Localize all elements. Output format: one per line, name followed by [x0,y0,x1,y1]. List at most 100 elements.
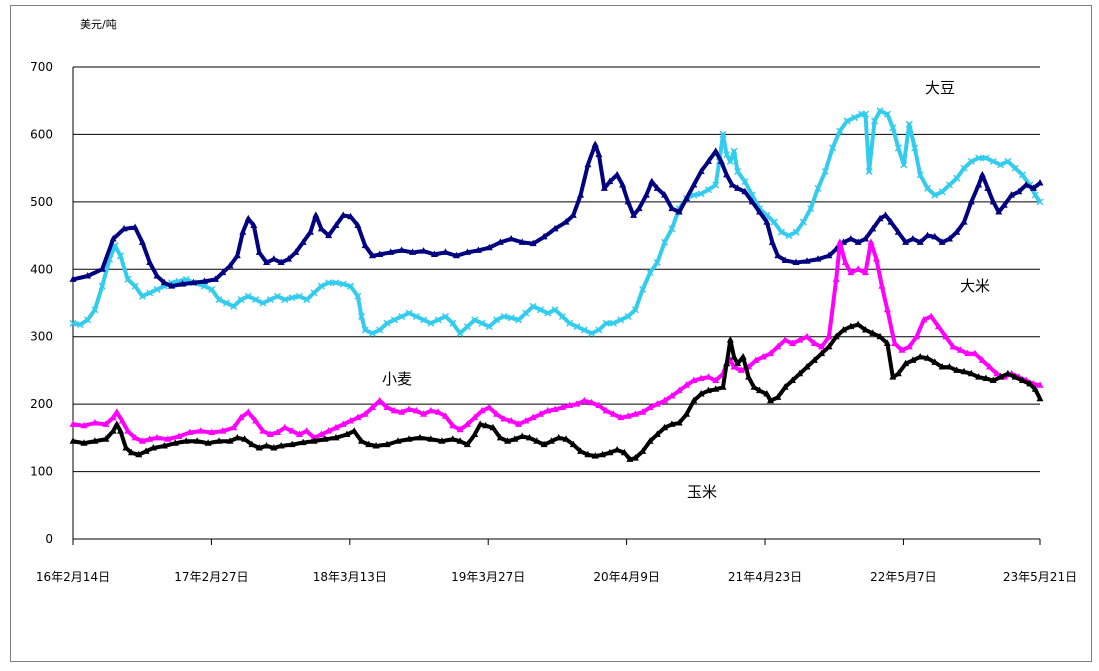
data-point [449,421,457,429]
data-point [131,282,139,290]
data-point [164,435,172,442]
data-point [354,221,362,228]
data-point [737,366,745,373]
data-point [547,437,555,444]
data-point [931,232,939,240]
data-point [412,312,420,321]
data-point [836,238,844,245]
data-point [449,435,457,442]
data-point [237,296,245,304]
data-point [482,421,490,429]
data-point [861,325,869,333]
gridlines [73,66,1040,473]
series-label: 大米 [960,277,990,295]
data-point [1018,376,1026,384]
data-point [266,430,274,437]
data-point [748,197,756,205]
data-point [989,197,997,205]
data-point [573,323,581,331]
data-point [840,325,848,333]
data-point [934,322,942,330]
data-point [306,228,314,235]
data-point [514,316,523,324]
data-point [774,342,782,350]
data-point [171,439,179,446]
data-point [818,349,826,357]
data-point [127,448,135,456]
data-point [850,114,859,122]
data-point [317,224,325,232]
data-point [697,390,705,397]
data-point [252,417,260,424]
y-tick-labels: 0 100 200 300 400 500 600 700 [30,60,53,546]
data-point [854,238,862,245]
data-point [270,443,278,451]
data-point [529,413,537,421]
data-point [416,433,424,441]
data-point [1022,181,1030,188]
data-point [781,256,789,264]
data-point [814,184,822,192]
data-point [588,329,596,337]
data-point [507,314,515,322]
data-point [241,435,249,442]
data-point [1004,369,1012,377]
data-point [606,448,614,456]
data-point [230,423,238,431]
data-point [153,433,161,441]
data-point [690,181,698,188]
data-point [529,239,537,247]
data-point [485,243,493,251]
data-point [909,356,917,363]
data-point [387,248,395,255]
data-point [639,408,647,415]
data-point [80,421,88,429]
data-point [277,441,285,449]
data-point [712,181,720,189]
data-point [730,352,738,360]
x-tick-labels: 16年2月14日 17年2月27日 18年3月13日 19年3月27日 20年4月9日 2… [36,539,1077,584]
data-point [551,405,559,413]
data-point [869,329,877,336]
data-point [931,358,939,365]
data-point [675,207,683,215]
data-point [1015,187,1023,195]
data-point [540,440,548,448]
data-point [533,437,541,444]
data-point [927,312,935,319]
data-point [995,207,1003,215]
data-point [847,234,855,242]
data-point [916,352,924,360]
data-point [412,406,420,414]
data-point [427,406,435,414]
data-point [312,211,320,218]
data-point [902,238,910,245]
data-point [452,251,460,259]
data-point [683,194,691,201]
data-point [122,443,130,451]
data-point [825,251,833,259]
data-point [803,363,811,370]
data-point [69,420,77,427]
data-point [398,312,406,321]
data-point [825,332,833,340]
data-point [661,423,669,431]
data-point [690,191,698,199]
data-point [299,238,307,245]
data-point [390,406,398,414]
data-point [449,319,457,327]
data-point [427,319,435,327]
data-point [317,282,325,290]
data-point [146,435,154,442]
data-point [902,359,910,367]
data-point [233,433,241,441]
data-point [175,432,183,440]
data-point [551,306,559,314]
data-point [277,258,285,266]
data-point [916,238,924,245]
data-point [967,157,975,165]
data-point [913,332,921,340]
data-point [244,408,252,415]
data-point [368,329,376,337]
data-point [639,285,647,294]
